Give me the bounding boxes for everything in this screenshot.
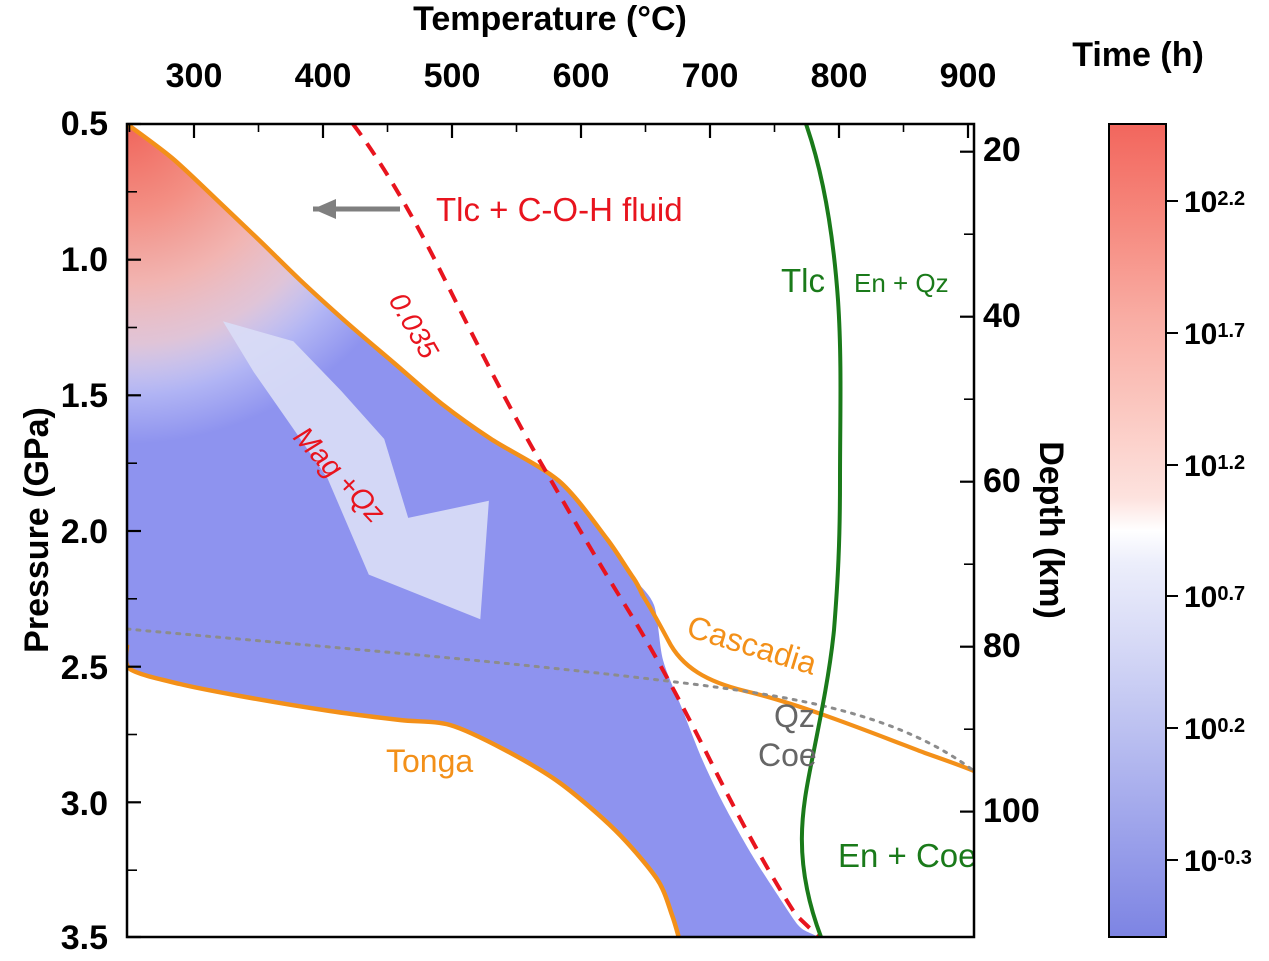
- svg-text:2.0: 2.0: [61, 513, 108, 551]
- svg-text:80: 80: [983, 627, 1021, 665]
- svg-text:Tlc + C-O-H fluid: Tlc + C-O-H fluid: [436, 191, 683, 228]
- svg-text:Tlc: Tlc: [781, 262, 825, 299]
- svg-text:1.5: 1.5: [61, 377, 108, 415]
- svg-text:20: 20: [983, 131, 1021, 169]
- svg-text:En + Coe: En + Coe: [838, 837, 977, 874]
- svg-text:600: 600: [553, 57, 610, 95]
- svg-text:Temperature (°C): Temperature (°C): [413, 0, 687, 38]
- svg-text:300: 300: [166, 57, 223, 95]
- svg-text:1.0: 1.0: [61, 241, 108, 279]
- svg-text:100.2: 100.2: [1184, 713, 1245, 746]
- svg-text:0.5: 0.5: [61, 105, 108, 143]
- svg-text:400: 400: [295, 57, 352, 95]
- svg-text:3.0: 3.0: [61, 785, 108, 823]
- svg-text:100.7: 100.7: [1184, 581, 1245, 614]
- svg-text:40: 40: [983, 297, 1021, 335]
- svg-text:102.2: 102.2: [1184, 186, 1245, 219]
- svg-text:Qz: Qz: [774, 698, 815, 734]
- svg-text:Pressure (GPa): Pressure (GPa): [18, 407, 56, 653]
- svg-text:800: 800: [811, 57, 868, 95]
- svg-text:500: 500: [424, 57, 481, 95]
- svg-text:60: 60: [983, 462, 1021, 500]
- svg-text:Tonga: Tonga: [386, 743, 473, 779]
- svg-text:3.5: 3.5: [61, 919, 108, 957]
- svg-text:900: 900: [940, 57, 997, 95]
- svg-text:Coe: Coe: [758, 737, 817, 773]
- svg-text:10-0.3: 10-0.3: [1184, 845, 1252, 878]
- svg-text:101.2: 101.2: [1184, 450, 1245, 483]
- svg-text:Depth (km): Depth (km): [1032, 441, 1070, 619]
- svg-text:Time (h): Time (h): [1072, 36, 1204, 74]
- svg-text:100: 100: [983, 792, 1040, 830]
- svg-text:101.7: 101.7: [1184, 318, 1245, 351]
- svg-text:700: 700: [682, 57, 739, 95]
- svg-text:2.5: 2.5: [61, 649, 108, 687]
- svg-text:En + Qz: En + Qz: [854, 268, 949, 298]
